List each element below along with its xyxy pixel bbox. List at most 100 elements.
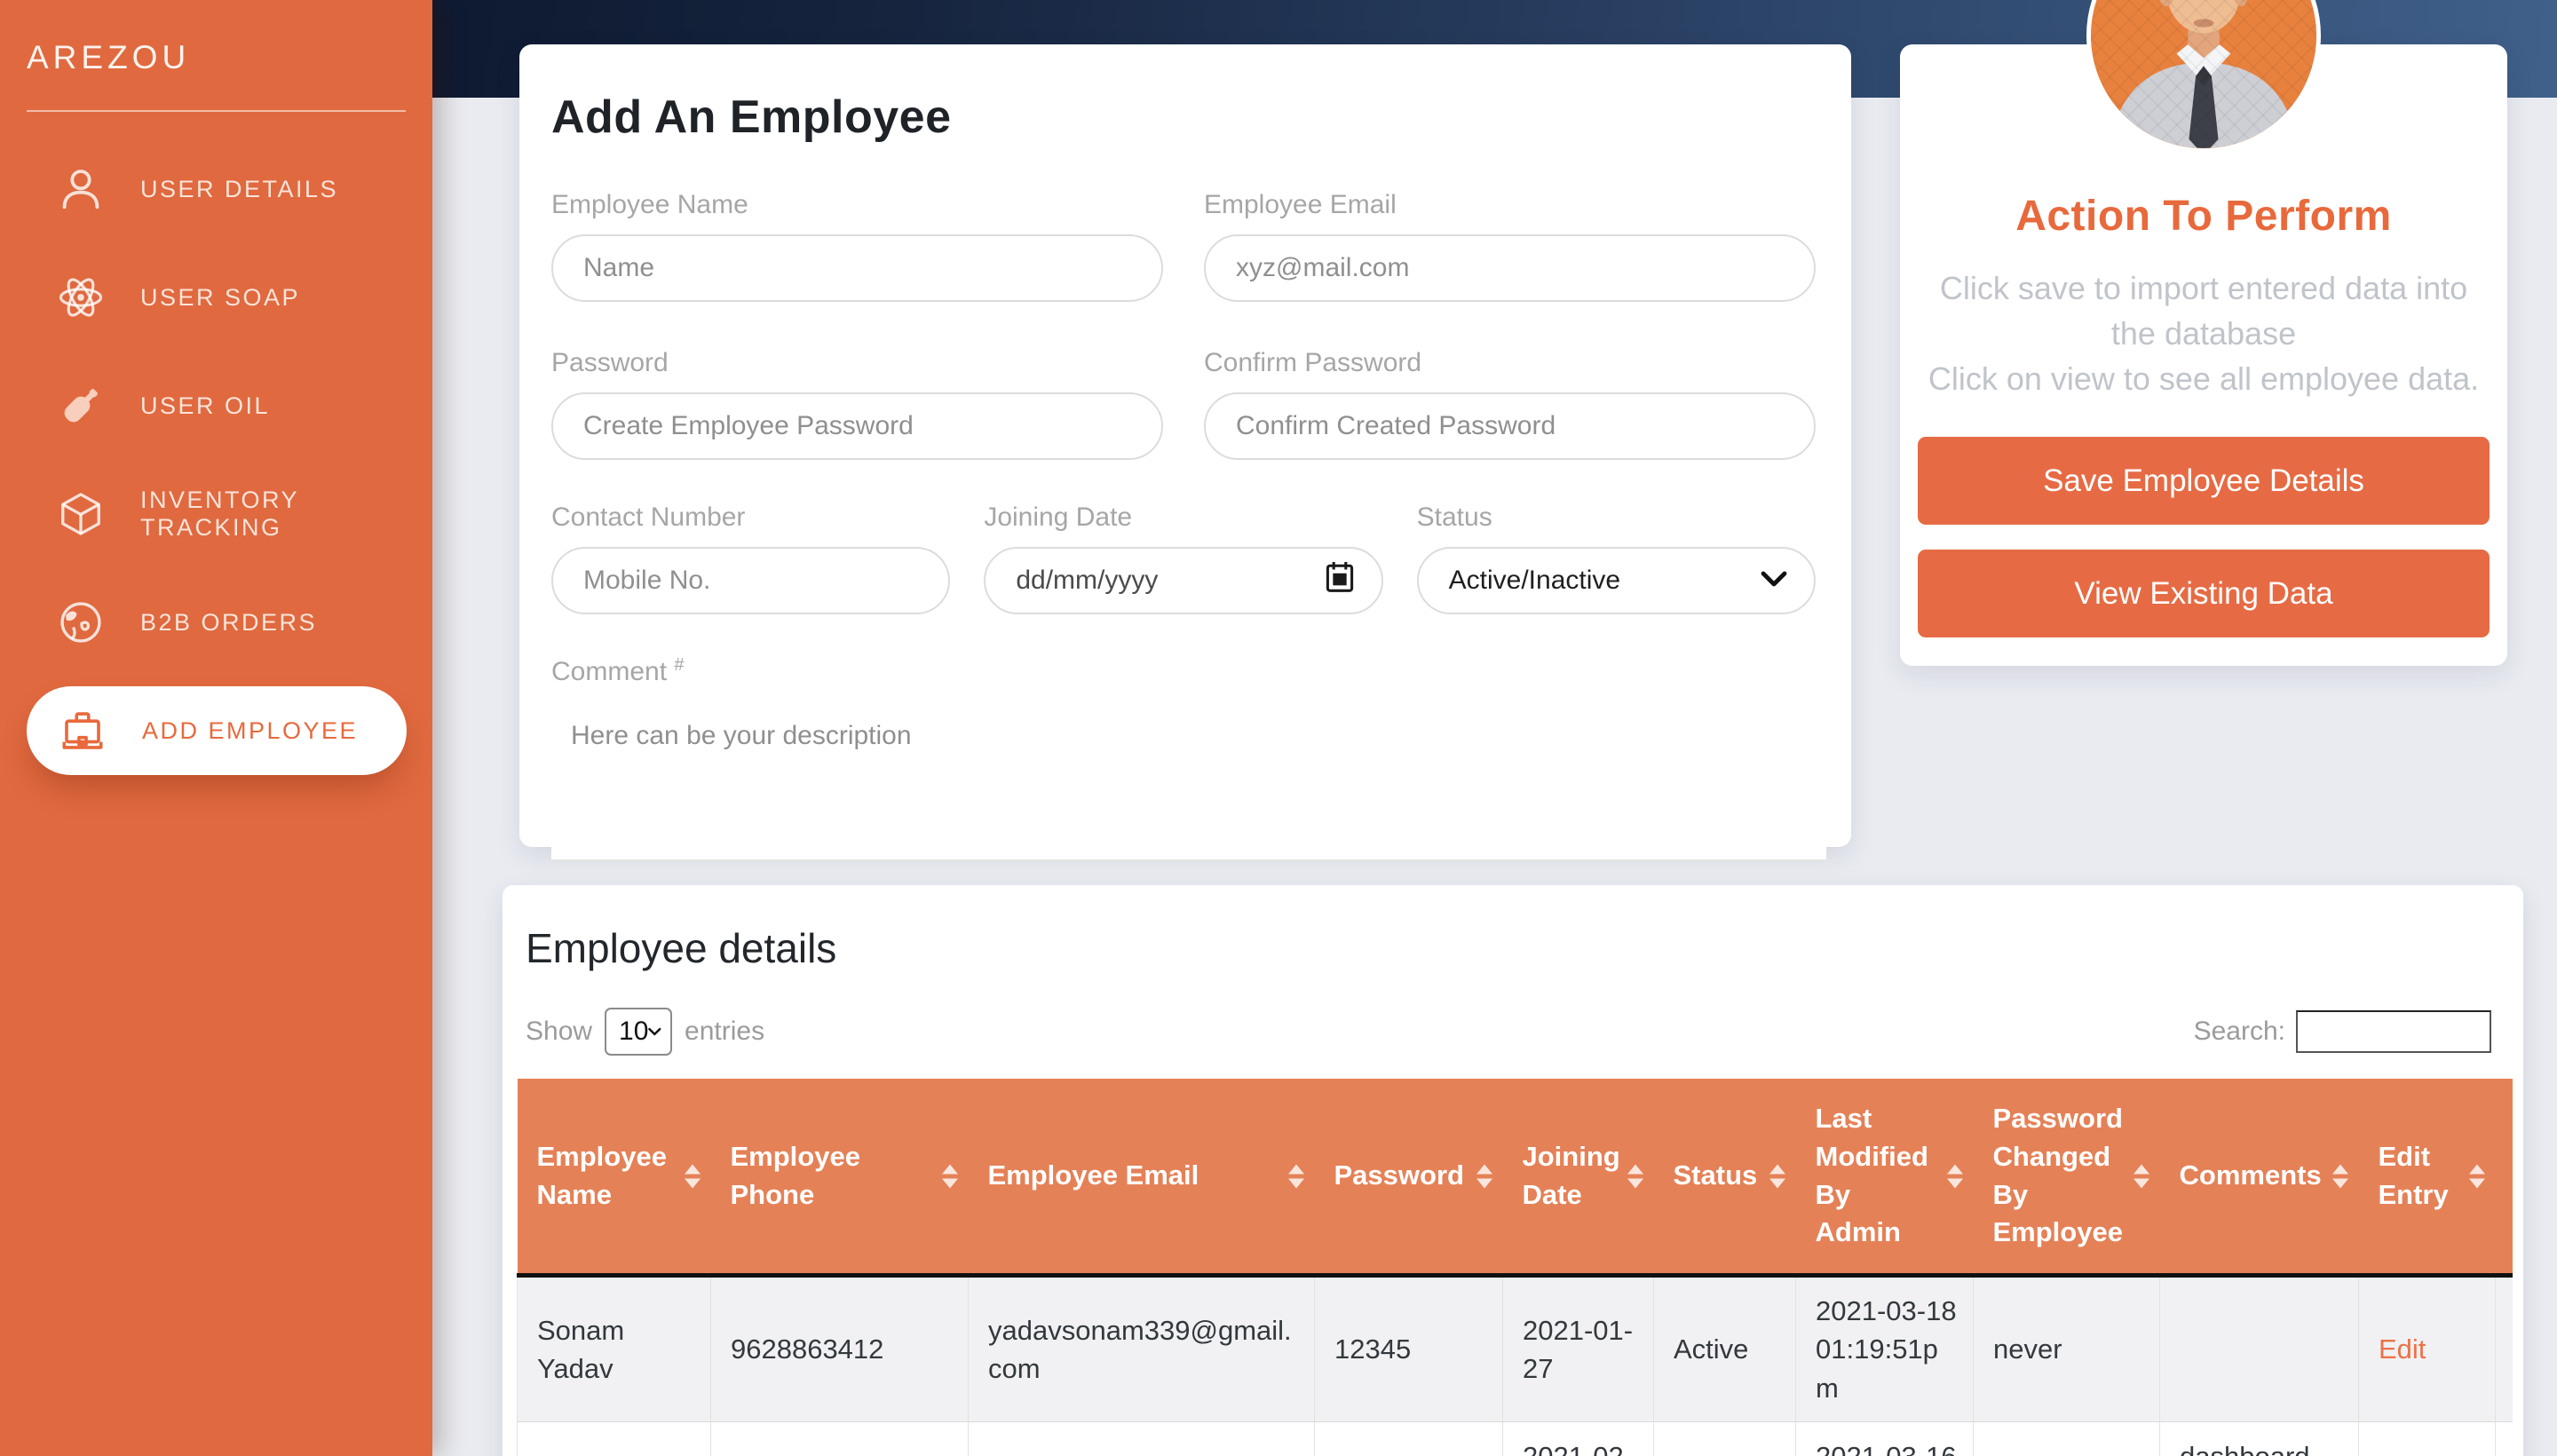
confirm-password-label: Confirm Password [1204,348,1422,377]
sort-icon[interactable] [2133,1164,2149,1189]
status-select[interactable]: Active/Inactive [1416,547,1816,614]
employee-email-field-group: Employee Email [1204,190,1816,302]
password-field-group: Password [551,348,1163,460]
comment-hash-mark: # [674,655,685,675]
status-label: Status [1416,502,1492,532]
column-header-status[interactable]: Status [1653,1079,1796,1278]
atom-icon [57,273,105,321]
search-control: Search: [2194,1010,2491,1053]
cell-password-changed: yes [1973,1421,2160,1456]
column-header-edit-entry[interactable]: Edit Entry [2358,1079,2496,1278]
table-scroll-region[interactable]: Employee Name Employee Phone Employee Em… [517,1079,2513,1456]
sidebar-item-b2b-orders[interactable]: B2B ORDERS [0,568,432,677]
calendar-icon[interactable] [1325,560,1355,601]
sidebar: AREZOU USER DETAILS USER SOAP [0,0,432,1456]
column-header-password[interactable]: Password [1314,1079,1503,1278]
cell-comments [2159,1275,2359,1423]
globe-icon [57,598,105,646]
employee-email-label: Employee Email [1204,190,1397,219]
save-employee-details-button[interactable]: Save Employee Details [1918,437,2490,526]
joining-date-label: Joining Date [984,502,1133,532]
cell-comments: dashboard intern [2159,1421,2359,1456]
password-input[interactable] [551,392,1163,460]
joining-date-input[interactable]: dd/mm/yyyy [984,547,1383,614]
column-header-delete-entry[interactable]: Delete Entry [2495,1079,2513,1278]
action-card-title: Action To Perform [2015,193,2392,240]
column-header-label: Employee Phone [730,1140,860,1210]
entries-selected-value: 10 [619,1017,649,1046]
table-title: Employee details [526,925,837,971]
sort-icon[interactable] [1769,1164,1785,1189]
table-controls: Show 10 entries Search: [526,1008,2500,1056]
sidebar-item-user-oil[interactable]: USER OIL [0,352,432,460]
cell-status: Active [1653,1275,1796,1423]
sort-icon[interactable] [2468,1164,2485,1189]
sort-icon[interactable] [1476,1164,1492,1189]
sort-icon[interactable] [2331,1164,2348,1189]
sidebar-item-add-employee-pill[interactable]: ADD EMPLOYEE [27,686,407,775]
sort-icon[interactable] [941,1164,958,1189]
table-row: Sonam Yadav 9628863412 yadavsonam339@gma… [517,1275,2513,1423]
chevron-down-icon [648,1027,661,1036]
sidebar-item-label: ADD EMPLOYEE [142,716,359,744]
sidebar-item-label: USER OIL [140,392,271,419]
cell-password-changed: never [1973,1275,2160,1423]
cell-phone: 9930540000 [710,1421,969,1456]
column-header-joining-date[interactable]: Joining Date [1502,1079,1654,1278]
add-employee-form-card: Add An Employee Employee Name Employee E… [519,44,1851,913]
column-header-label: Password Changed By Employee [1992,1103,2123,1248]
sort-icon[interactable] [1946,1164,1963,1189]
comment-field-group: Comment # #optional feild. [551,655,1826,914]
sidebar-item-label: B2B ORDERS [140,608,318,636]
cube-icon [57,490,105,538]
oil-bottle-icon [57,382,105,430]
sort-icon[interactable] [684,1164,701,1189]
cell-password: abc [1314,1421,1503,1456]
brand-divider [27,110,406,112]
cell-name: Nikhil [517,1421,711,1456]
edit-entry-link[interactable]: Edit [2379,1333,2426,1365]
cell-last-modified: 2021-03-18 01:19:51pm [1795,1275,1974,1423]
cell-joining-date: 2021-01-27 [1502,1275,1654,1423]
view-existing-data-button[interactable]: View Existing Data [1918,550,2490,638]
column-header-employee-name[interactable]: Employee Name [517,1079,711,1278]
employee-name-input[interactable] [551,234,1163,302]
action-to-perform-card: Action To Perform Click save to import e… [1900,0,2507,666]
column-header-comments[interactable]: Comments [2159,1079,2359,1278]
column-header-employee-phone[interactable]: Employee Phone [710,1079,969,1278]
sort-icon[interactable] [1287,1164,1304,1189]
sidebar-item-inventory-tracking[interactable]: INVENTORY TRACKING [0,460,432,568]
contact-number-field-group: Contact Number [551,502,951,614]
form-title: Add An Employee [551,91,952,143]
column-header-employee-email[interactable]: Employee Email [968,1079,1315,1278]
sidebar-item-label: USER SOAP [140,283,301,311]
table-row: Nikhil 9930540000 nikhil@arezou.com abc … [517,1421,2513,1456]
entries-label: entries [685,1017,765,1046]
entries-select[interactable]: 10 [605,1008,673,1056]
employee-email-input[interactable] [1204,234,1816,302]
password-label: Password [551,348,669,377]
employee-name-label: Employee Name [551,190,748,219]
cell-phone: 9628863412 [710,1275,969,1423]
user-icon [57,165,105,213]
search-label: Search: [2193,1017,2285,1046]
comment-label-text: Comment [551,657,668,686]
show-label: Show [526,1017,593,1046]
comment-textarea[interactable] [551,687,1826,861]
confirm-password-input[interactable] [1204,392,1816,460]
sidebar-item-user-soap[interactable]: USER SOAP [0,243,432,352]
employee-name-field-group: Employee Name [551,190,1163,302]
cell-joining-date: 2021-02-19 [1502,1421,1654,1456]
contact-number-input[interactable] [551,547,951,614]
cell-last-modified: 2021-03-16 11:47:47pm [1795,1421,1974,1456]
employee-details-card: Employee details Show 10 entries Search: [503,885,2523,1456]
column-header-password-changed[interactable]: Password Changed By Employee [1973,1079,2160,1278]
cell-status: Active [1653,1421,1796,1456]
contact-number-label: Contact Number [551,502,746,532]
table-header-row: Employee Name Employee Phone Employee Em… [517,1079,2513,1278]
search-input[interactable] [2296,1010,2491,1053]
sidebar-item-user-details[interactable]: USER DETAILS [0,135,432,243]
sort-icon[interactable] [1627,1164,1643,1189]
column-header-last-modified[interactable]: Last Modified By Admin [1795,1079,1974,1278]
column-header-label: Employee Name [536,1140,667,1210]
